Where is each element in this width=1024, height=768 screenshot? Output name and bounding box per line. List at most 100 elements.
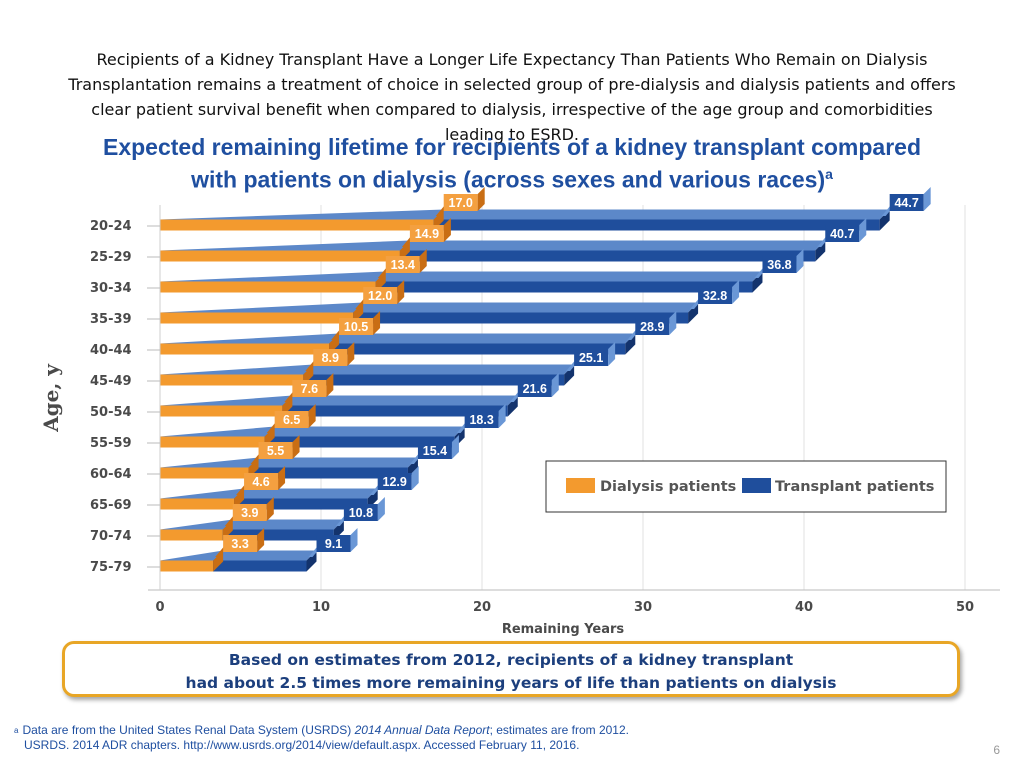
- y-tick-label-20-24: 20-24: [90, 219, 132, 234]
- bar-transplant-25-29: [160, 250, 816, 262]
- bar-transplant-top-70-74: [160, 519, 344, 530]
- data-label-transplant-40-44-label: 28.9: [640, 320, 664, 334]
- data-label-dialysis-70-74-label: 3.9: [241, 506, 258, 520]
- footnote-line-1: a Data are from the United States Renal D…: [14, 723, 629, 738]
- bar-transplant-top-60-64: [160, 457, 418, 468]
- bar-transplant-40-44: [160, 343, 626, 355]
- y-tick-label-40-44: 40-44: [90, 343, 132, 358]
- data-label-transplant-40-44-tag-side: [669, 311, 677, 335]
- data-label-dialysis-65-69-tag: [244, 473, 279, 490]
- data-label-dialysis-35-39-tag-side: [397, 280, 405, 304]
- bar-transplant-end-75-79: [306, 550, 317, 572]
- data-label-dialysis-40-44-label: 10.5: [344, 320, 368, 334]
- data-label-transplant-55-59-tag: [464, 411, 499, 428]
- callout-box: Based on estimates from 2012, recipients…: [62, 641, 960, 697]
- data-label-transplant-20-24-tag-side: [923, 187, 931, 211]
- y-tick-label-55-59: 55-59: [90, 436, 132, 451]
- footnote-text-post: ; estimates are from 2012.: [489, 723, 629, 737]
- data-label-transplant-35-39-tag-side: [732, 280, 740, 304]
- data-label-dialysis-55-59-label: 6.5: [283, 413, 300, 427]
- bar-transplant-35-39: [160, 312, 689, 324]
- data-label-dialysis-60-64-tag: [258, 442, 293, 459]
- data-label-transplant-20-24-tag: [889, 194, 924, 211]
- bar-transplant-top-25-29: [160, 240, 826, 251]
- slide-header: Recipients of a Kidney Transplant Have a…: [40, 47, 984, 147]
- data-label-dialysis-55-59-tag-side: [308, 404, 316, 428]
- data-label-dialysis-40-44-tag: [339, 318, 374, 335]
- data-label-dialysis-45-49-tag: [313, 349, 348, 366]
- data-label-dialysis-35-39-tag: [363, 287, 398, 304]
- data-label-dialysis-50-54-label: 7.6: [301, 382, 318, 396]
- data-label-dialysis-20-24-tag: [443, 194, 478, 211]
- bar-transplant-end-40-44: [625, 333, 636, 355]
- legend-swatch-dialysis: [566, 478, 595, 493]
- data-label-transplant-70-74-label: 10.8: [349, 506, 373, 520]
- data-label-transplant-30-34-tag: [762, 256, 797, 273]
- data-label-transplant-30-34-label: 36.8: [767, 258, 791, 272]
- y-tick-label-50-54: 50-54: [90, 405, 132, 420]
- bar-transplant-top-40-44: [160, 333, 636, 344]
- bar-transplant-20-24: [160, 219, 880, 231]
- data-label-transplant-65-69-tag: [377, 473, 412, 490]
- data-label-transplant-70-74-tag-side: [377, 497, 385, 521]
- legend-swatch-transplant: [742, 478, 771, 493]
- x-tick-label-30: 30: [634, 600, 652, 615]
- data-label-transplant-50-54-label: 21.6: [523, 382, 547, 396]
- y-tick-label-75-79: 75-79: [90, 560, 132, 575]
- data-label-transplant-45-49-label: 25.1: [579, 351, 603, 365]
- legend-label-dialysis: Dialysis patients: [600, 479, 736, 495]
- data-label-dialysis-25-29-tag: [409, 225, 444, 242]
- data-label-dialysis-50-54-tag-side: [326, 373, 334, 397]
- callout-line-2: had about 2.5 times more remaining years…: [185, 674, 837, 692]
- data-label-dialysis-25-29-label: 14.9: [415, 227, 439, 241]
- data-label-transplant-75-79-tag-side: [350, 528, 358, 552]
- bar-transplant-end-45-49: [564, 364, 575, 386]
- x-tick-label-10: 10: [312, 600, 330, 615]
- data-label-dialysis-20-24-tag-side: [477, 187, 485, 211]
- bar-dialysis-35-39: [160, 312, 354, 324]
- data-label-dialysis-35-39-label: 12.0: [368, 289, 392, 303]
- y-tick-label-45-49: 45-49: [90, 374, 132, 389]
- data-label-dialysis-25-29-tag-side: [443, 218, 451, 242]
- y-tick-label-60-64: 60-64: [90, 467, 132, 482]
- bar-dialysis-25-29: [160, 250, 400, 262]
- bar-dialysis-50-54: [160, 405, 283, 417]
- bar-transplant-top-75-79: [160, 550, 317, 561]
- data-label-dialysis-65-69-label: 4.6: [252, 475, 269, 489]
- chart-title-line-2-text: with patients on dialysis (across sexes …: [191, 166, 826, 193]
- data-label-dialysis-20-24-label: 17.0: [449, 196, 473, 210]
- data-label-dialysis-75-79-tag: [223, 535, 258, 552]
- chart-title-footnote-marker: a: [825, 166, 833, 182]
- data-label-transplant-60-64-tag: [417, 442, 452, 459]
- bar-transplant-top-65-69: [160, 488, 378, 499]
- data-label-transplant-55-59-label: 18.3: [469, 413, 493, 427]
- data-label-dialysis-45-49-label: 8.9: [322, 351, 339, 365]
- footnote-text-pre: Data are from the United States Renal Da…: [22, 723, 355, 737]
- data-label-dialysis-75-79-tag-side: [257, 528, 265, 552]
- legend: Dialysis patients Transplant patients: [545, 460, 947, 513]
- header-line-2: Transplantation remains a treatment of c…: [68, 75, 956, 94]
- bar-dialysis-20-24: [160, 219, 434, 231]
- data-label-dialysis-70-74-tag: [232, 504, 267, 521]
- data-label-transplant-75-79-label: 9.1: [325, 537, 342, 551]
- data-label-transplant-60-64-label: 15.4: [423, 444, 447, 458]
- y-axis-title: Age, y: [39, 363, 63, 433]
- data-label-dialysis-70-74-tag-side: [266, 497, 274, 521]
- bar-transplant-top-35-39: [160, 302, 699, 313]
- data-label-transplant-25-29-tag-side: [859, 218, 867, 242]
- chart-title: Expected remaining lifetime for recipien…: [40, 134, 984, 194]
- bar-dialysis-30-34: [160, 281, 376, 293]
- header-line-1: Recipients of a Kidney Transplant Have a…: [96, 50, 928, 69]
- bar-transplant-top-45-49: [160, 364, 575, 375]
- bar-dialysis-55-59: [160, 436, 265, 448]
- data-label-dialysis-60-64-label: 5.5: [267, 444, 284, 458]
- data-label-dialysis-30-34-tag-side: [419, 249, 427, 273]
- callout-line-1: Based on estimates from 2012, recipients…: [228, 651, 794, 669]
- footnote-line-2: USRDS. 2014 ADR chapters. http://www.usr…: [24, 738, 580, 752]
- bar-dialysis-60-64: [160, 467, 249, 479]
- bar-transplant-55-59: [160, 436, 455, 448]
- chart-title-line-2: with patients on dialysis (across sexes …: [40, 161, 984, 194]
- grid-lines: [320, 205, 966, 590]
- data-label-transplant-45-49-tag: [574, 349, 609, 366]
